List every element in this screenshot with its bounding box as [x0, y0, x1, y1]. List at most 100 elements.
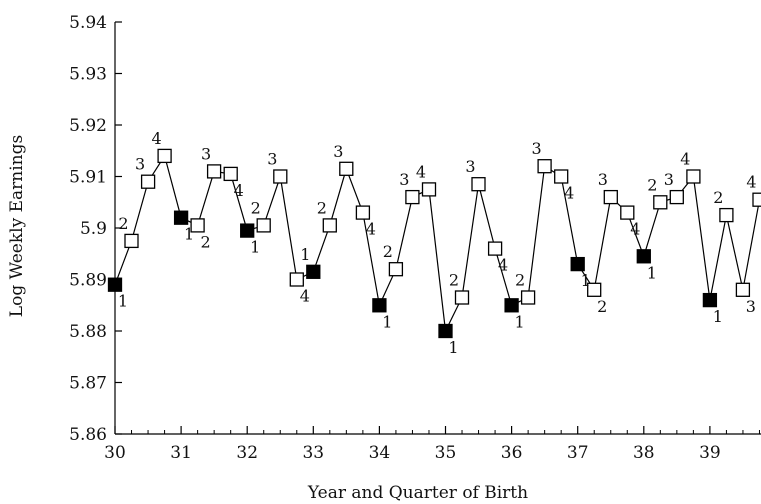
quarter-marker	[273, 169, 288, 184]
quarter-1-marker	[173, 210, 189, 225]
quarter-label: 4	[746, 173, 756, 192]
quarter-label: 1	[118, 292, 128, 311]
quarter-marker	[653, 195, 668, 210]
x-tick-label: 33	[302, 443, 324, 463]
quarter-marker	[471, 177, 486, 192]
quarter-marker	[388, 262, 404, 277]
quarter-label: 4	[416, 162, 426, 181]
quarter-marker	[520, 290, 536, 305]
quarter-marker	[669, 189, 684, 205]
quarter-label: 1	[300, 245, 310, 264]
quarter-marker	[223, 166, 238, 182]
x-tick-label: 38	[633, 443, 655, 463]
quarter-label: 1	[448, 338, 458, 357]
quarter-1-marker	[504, 298, 519, 313]
quarter-label: 4	[680, 150, 690, 169]
y-tick-label: 5.9	[80, 219, 107, 239]
quarter-label: 2	[647, 175, 657, 194]
quarter-label: 2	[251, 198, 261, 217]
quarter-marker	[686, 169, 701, 184]
x-tick-label: 39	[699, 443, 721, 463]
x-axis-title: Year and Quarter of Birth	[307, 483, 528, 503]
quarter-label: 3	[598, 170, 608, 189]
quarter-1-marker	[636, 249, 651, 264]
y-tick-label: 5.87	[69, 374, 107, 394]
x-tick-label: 35	[435, 443, 457, 463]
data-markers	[107, 148, 761, 339]
quarter-marker	[124, 233, 139, 249]
quarter-label: 1	[250, 238, 260, 257]
quarter-label: 3	[333, 142, 343, 161]
quarter-marker	[752, 192, 761, 207]
x-tick-label: 30	[104, 443, 126, 463]
quarter-label: 2	[118, 214, 128, 233]
quarter-marker	[719, 207, 734, 223]
quarter-marker	[190, 218, 205, 233]
y-tick-label: 5.92	[69, 116, 107, 136]
quarter-1-marker	[372, 298, 387, 313]
quarter-1-marker	[107, 277, 123, 292]
quarter-marker	[603, 189, 618, 205]
quarter-label: 4	[498, 256, 508, 275]
y-tick-label: 5.89	[69, 271, 107, 291]
quarter-label: 1	[382, 312, 392, 331]
y-tick-label: 5.88	[69, 322, 107, 342]
quarter-marker	[339, 161, 354, 176]
quarter-label: 4	[564, 184, 574, 203]
quarter-marker	[206, 164, 222, 179]
quarter-marker	[256, 218, 271, 233]
quarter-label: 3	[746, 297, 756, 316]
quarter-marker	[454, 290, 470, 305]
quarter-label: 4	[234, 181, 244, 200]
quarter-marker	[735, 282, 751, 297]
quarter-label: 3	[135, 155, 145, 174]
x-tick-label: 36	[501, 443, 523, 463]
y-tick-label: 5.86	[69, 425, 107, 445]
quarter-marker	[405, 189, 420, 205]
quarter-marker	[421, 182, 437, 197]
chart-axes	[114, 21, 761, 435]
quarter-label: 2	[515, 271, 525, 290]
quarter-marker	[554, 169, 569, 184]
y-tick-label: 5.91	[69, 168, 107, 188]
quarter-label: 1	[184, 225, 194, 244]
x-tick-label: 32	[236, 443, 258, 463]
quarter-label: 2	[383, 242, 393, 261]
quarter-marker	[322, 218, 337, 233]
y-tick-label: 5.93	[69, 65, 107, 85]
quarter-marker	[289, 272, 304, 287]
quarter-label: 2	[597, 297, 607, 316]
quarter-label: 1	[647, 263, 657, 282]
quarter-marker	[355, 205, 371, 220]
quarter-label: 4	[300, 287, 310, 306]
quarter-label: 2	[201, 232, 211, 251]
quarter-label: 3	[201, 144, 211, 163]
x-tick-label: 31	[170, 443, 192, 463]
quarter-1-marker	[306, 264, 321, 279]
quarter-label: 1	[713, 307, 723, 326]
quarter-label: 2	[713, 188, 723, 207]
y-tick-label: 5.94	[69, 13, 107, 33]
quarter-label: 3	[664, 170, 674, 189]
quarter-label: 2	[449, 271, 459, 290]
quarter-label: 3	[399, 170, 409, 189]
quarter-label: 4	[630, 220, 640, 239]
quarter-label: 3	[532, 139, 542, 158]
quarter-1-marker	[702, 292, 718, 308]
quarter-label: 4	[366, 220, 376, 239]
quarter-marker	[537, 159, 552, 174]
quarter-label: 1	[515, 312, 525, 331]
x-tick-label: 34	[369, 443, 391, 463]
quarter-marker	[587, 282, 602, 297]
y-axis-title: Log Weekly Earnings	[7, 135, 27, 317]
quarter-label: 3	[465, 157, 475, 176]
quarter-label: 2	[317, 198, 327, 217]
quarter-1-marker	[570, 256, 585, 272]
series-line	[114, 154, 761, 334]
quarter-label: 3	[267, 150, 277, 169]
quarter-marker	[157, 148, 172, 164]
quarter-marker	[140, 174, 156, 189]
